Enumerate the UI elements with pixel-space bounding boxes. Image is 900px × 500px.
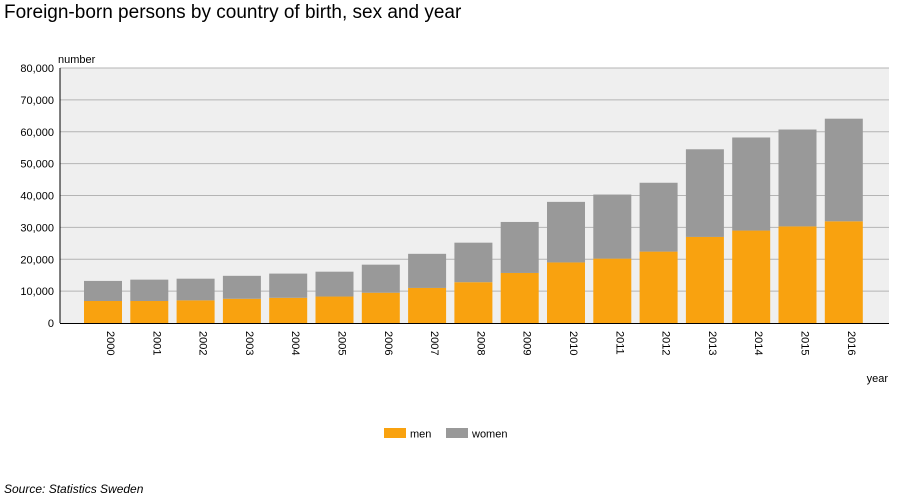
bar-women-2016 <box>824 118 863 222</box>
bar-women-2015 <box>778 129 817 227</box>
bar-men-2005 <box>315 296 354 323</box>
y-tick-label: 30,000 <box>20 222 54 234</box>
bar-men-2016 <box>824 221 863 323</box>
bar-men-2001 <box>130 301 169 323</box>
x-tick-label: 2008 <box>474 331 486 355</box>
bar-men-2009 <box>500 272 539 323</box>
x-tick-label: 2005 <box>336 331 348 355</box>
bar-men-2003 <box>222 298 261 323</box>
y-tick-label: 40,000 <box>20 191 54 203</box>
y-tick-label: 70,000 <box>20 95 54 107</box>
bar-men-2011 <box>593 258 632 323</box>
bar-women-2006 <box>361 264 400 293</box>
bar-men-2012 <box>639 251 678 323</box>
y-tick-label: 20,000 <box>20 254 54 266</box>
x-tick-label: 2016 <box>845 331 857 355</box>
bar-men-2000 <box>84 301 122 323</box>
x-tick-label: 2015 <box>799 331 811 355</box>
bar-men-2006 <box>361 292 400 323</box>
bar-women-2004 <box>269 273 308 298</box>
x-tick-label: 2010 <box>567 331 579 355</box>
y-tick-label: 0 <box>48 318 54 330</box>
bar-women-2008 <box>454 242 493 283</box>
bar-women-2010 <box>547 201 585 263</box>
x-tick-label: 2000 <box>104 331 116 355</box>
bar-women-2002 <box>176 278 215 301</box>
y-axis-title: number <box>58 54 96 66</box>
y-tick-label: 80,000 <box>20 63 54 75</box>
x-tick-label: 2009 <box>521 331 533 355</box>
legend-label-women: women <box>471 429 507 441</box>
legend-label-men: men <box>410 429 431 441</box>
bar-women-2013 <box>685 149 724 237</box>
x-axis-title: year <box>867 373 889 385</box>
x-tick-label: 2003 <box>243 331 255 355</box>
x-tick-label: 2014 <box>752 331 764 355</box>
bar-men-2010 <box>547 262 585 323</box>
source-note: Source: Statistics Sweden <box>4 482 144 496</box>
x-tick-label: 2006 <box>382 331 394 355</box>
bar-women-2001 <box>130 279 169 302</box>
x-tick-label: 2007 <box>428 331 440 355</box>
x-tick-label: 2001 <box>150 331 162 355</box>
bar-men-2015 <box>778 226 817 323</box>
bar-women-2011 <box>593 194 632 259</box>
x-tick-label: 2002 <box>197 331 209 355</box>
x-tick-label: 2013 <box>706 331 718 355</box>
bar-women-2000 <box>84 280 122 302</box>
bar-men-2014 <box>732 230 771 323</box>
bar-women-2005 <box>315 271 354 297</box>
bar-men-2002 <box>176 300 215 323</box>
bar-men-2004 <box>269 297 308 323</box>
y-tick-label: 60,000 <box>20 127 54 139</box>
legend-swatch-women <box>446 428 468 438</box>
legend-swatch-men <box>384 428 406 438</box>
x-tick-label: 2012 <box>660 331 672 355</box>
chart-title: Foreign-born persons by country of birth… <box>4 2 462 23</box>
bar-women-2007 <box>408 253 447 288</box>
bar-women-2009 <box>500 221 539 273</box>
bar-women-2003 <box>222 275 261 299</box>
y-tick-label: 50,000 <box>20 159 54 171</box>
bar-women-2012 <box>639 182 678 252</box>
y-tick-label: 10,000 <box>20 286 54 298</box>
x-tick-label: 2004 <box>289 331 301 355</box>
bar-men-2013 <box>685 236 724 323</box>
bar-women-2014 <box>732 137 771 231</box>
x-tick-label: 2011 <box>613 331 625 355</box>
bar-men-2008 <box>454 282 493 323</box>
bar-men-2007 <box>408 287 447 323</box>
